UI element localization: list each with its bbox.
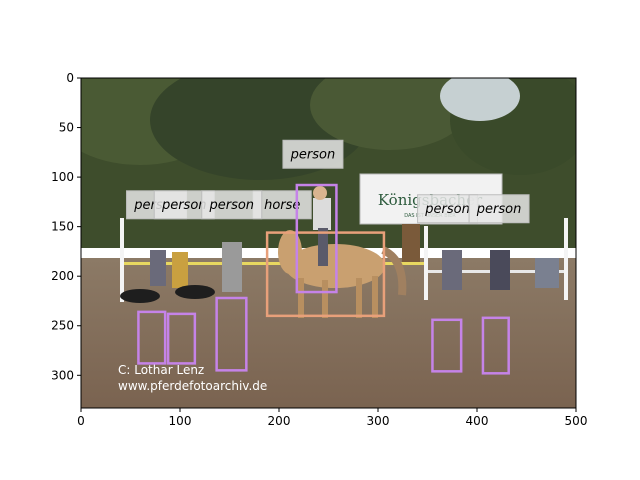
detection-label: person <box>161 198 207 213</box>
y-tick-label: 150 <box>51 220 74 234</box>
y-tick-label: 300 <box>51 368 74 382</box>
y-tick-label: 200 <box>51 269 74 283</box>
x-tick-label: 400 <box>466 414 489 428</box>
detection-layer: horsepersonpersonpersonpersonpersonperso… <box>126 139 530 375</box>
detection-tag <box>282 139 344 169</box>
detection-person: person <box>468 194 530 375</box>
detection-label: person <box>290 147 336 162</box>
watermark-line2: www.pferdefotoarchiv.de <box>118 379 267 393</box>
detection-person: person <box>201 190 263 372</box>
detection-box <box>137 310 167 365</box>
detection-label: person <box>424 202 470 217</box>
detection-tag <box>252 190 312 220</box>
y-tick-label: 50 <box>59 121 74 135</box>
y-tick-label: 100 <box>51 170 74 184</box>
detection-tag <box>417 194 479 224</box>
y-axis: 0 50 100 150 200 250 300 <box>51 71 81 382</box>
x-tick-label: 0 <box>77 414 85 428</box>
x-tick-label: 200 <box>268 414 291 428</box>
detection-box <box>265 231 386 318</box>
detection-box <box>431 318 463 373</box>
x-tick-label: 500 <box>565 414 588 428</box>
detection-person: person <box>153 190 215 365</box>
detection-box <box>481 316 510 375</box>
detection-person: person <box>417 194 479 373</box>
detection-box <box>166 312 197 365</box>
axes-frame <box>80 77 577 409</box>
photo-rider <box>313 186 331 266</box>
detection-tag <box>468 194 530 224</box>
detection-person: person <box>282 139 344 294</box>
photo-spectators <box>150 242 559 292</box>
watermark-line1: C: Lothar Lenz <box>118 363 204 377</box>
x-tick-label: 300 <box>367 414 390 428</box>
detection-label: person <box>208 198 254 213</box>
y-tick-label: 250 <box>51 319 74 333</box>
photo-dogs <box>120 285 215 303</box>
x-axis: 0 100 200 300 400 500 <box>77 408 587 428</box>
y-tick-label: 0 <box>66 71 74 85</box>
detection-label: person <box>476 202 522 217</box>
x-tick-label: 100 <box>169 414 192 428</box>
detection-label: horse <box>264 198 300 213</box>
detection-box <box>295 183 338 294</box>
detection-box <box>215 296 248 372</box>
detection-horse: horse <box>252 190 386 318</box>
detection-tag <box>201 190 263 220</box>
